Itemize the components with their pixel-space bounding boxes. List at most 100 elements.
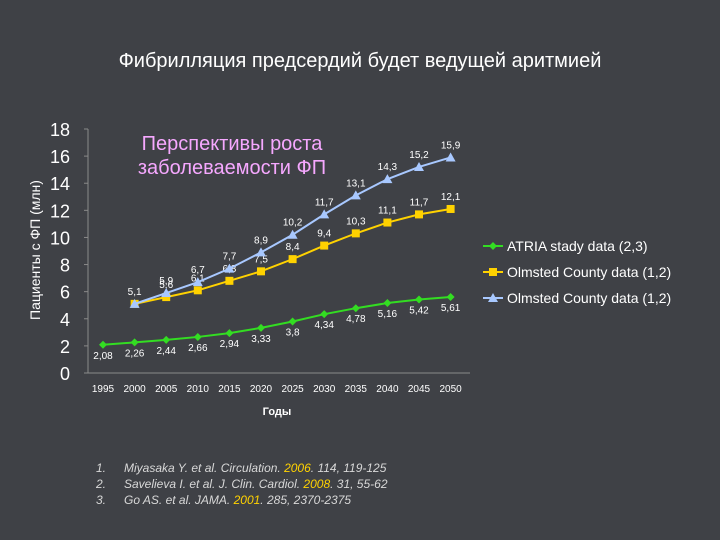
data-point [414,161,424,171]
data-point [383,218,392,227]
reference-number: 3. [96,493,107,507]
data-point [99,340,107,349]
chart-series: 2,08 2,26 2,44 2,66 2,94 3,333,84,344,78 5,16 5… [93,140,461,361]
data-label: 2,94 [220,339,240,350]
chart-legend: ATRIA stady data (2,3) Olmsted County dat… [483,238,671,306]
data-label: 5,42 [409,306,429,317]
data-point [193,332,202,341]
series-2: 5,15,66,16,87,58,49,410,311,111,712,1 [128,192,461,308]
data-point [446,204,455,213]
data-label: 13,1 [346,178,366,189]
data-label: 2,26 [125,348,145,359]
data-label: 6,7 [191,265,205,276]
data-label: 7,5 [254,254,268,265]
data-label: 11,7 [315,197,334,208]
data-point [489,268,497,276]
chart-title-line: Перспективы роста [142,133,324,155]
data-point [288,255,297,264]
slide-title: Фибрилляция предсердий будет ведущей ари… [118,50,602,72]
data-label: 7,7 [222,252,236,263]
x-tick-label: 2005 [155,384,178,395]
data-label: 5,61 [441,303,461,314]
data-point [162,293,171,302]
reference-item: 1. Miyasaka Y. et al. Circulation. 2006. … [96,460,388,476]
reference-year: 2006 [284,461,311,475]
data-label: 5,16 [378,309,398,320]
data-label: 12,1 [441,192,461,203]
legend-label: Olmsted County data (1,2) [507,290,671,306]
data-point [256,247,266,257]
data-point [489,242,497,250]
data-point [192,277,203,287]
reference-year: 2008 [303,477,331,491]
data-point [446,292,455,301]
references: 1. Miyasaka Y. et al. Circulation. 2006. … [96,460,388,508]
reference-text: . 285, 2370-2375 [260,493,352,507]
data-point [193,286,202,295]
data-label: 8,4 [286,242,300,253]
x-tick-label: 2050 [439,384,462,395]
data-point [257,323,265,332]
x-tick-label: 2020 [250,384,273,395]
legend-item: ATRIA stady data (2,3) [483,238,648,254]
legend-item: Olmsted County data (1,2) [483,290,671,306]
y-tick-label: 18 [50,120,70,140]
data-label: 15,9 [441,140,461,151]
x-tick-label: 2040 [376,384,399,395]
reference-text: Go AS. et al. JAMA. [124,493,234,507]
data-label: 3,8 [286,327,300,338]
series-1: 2,08 2,26 2,44 2,66 2,94 3,33 3,8 4,34 4,78 5,16 5… [93,292,461,362]
data-point [288,317,297,326]
chart-title-line: заболеваемости ФП [138,157,326,179]
x-tick-label: 2025 [281,384,304,395]
x-tick-label: 2035 [345,384,368,395]
data-label: 14,3 [378,162,398,173]
data-label: 9,4 [317,229,331,240]
reference-text: . 31, 55-62 [330,477,388,491]
data-label: 10,2 [283,218,303,229]
data-label: 5,6 [159,280,173,291]
series-line [102,295,451,346]
data-label: 5,9 [159,276,173,287]
data-point [488,293,498,302]
y-tick-label: 10 [50,228,70,248]
reference-number: 2. [96,477,107,491]
data-label: 10,3 [346,216,366,227]
reference-number: 1. [96,461,107,475]
y-tick-label: 8 [60,256,70,276]
chart-title: Перспективы роста заболеваемости ФП [138,133,326,179]
data-point [161,288,172,298]
data-label: 15,2 [409,150,429,161]
data-label: 5,1 [128,287,142,298]
data-label: 8,9 [254,235,268,246]
data-point [350,190,361,200]
data-point [415,295,423,304]
x-axis-label: Годы [263,406,292,418]
data-label: 11,7 [410,197,429,208]
y-tick-label: 2 [60,337,70,357]
x-tick-label: 1995 [92,384,115,395]
legend-label: Olmsted County data (1,2) [507,264,671,280]
data-point [320,310,329,319]
data-label: 4,34 [314,320,334,331]
reference-item: 3. Go AS. et al. JAMA. 2001. 285, 2370-23… [96,492,388,508]
reference-text: . 114, 119-125 [310,461,387,475]
reference-text: Miyasaka Y. et al. Circulation. [124,461,285,475]
y-tick-label: 6 [60,283,70,303]
data-point [319,209,330,219]
series-3: 5,9 6,7 7,7 8,9 10,2 11,7 13,1 14,3 15,2 15,9 [129,140,461,308]
legend-label: ATRIA stady data (2,3) [507,238,648,254]
y-tick-label: 12 [50,201,70,221]
reference-item: 2. Savelieva I. et al. J. Clin. Cardiol. … [96,476,388,492]
data-point [225,276,234,285]
reference-year: 2001 [233,493,261,507]
y-tick-label: 14 [50,174,70,194]
data-point [320,241,329,250]
data-point [383,299,392,308]
data-point [224,263,235,273]
data-point [351,304,360,313]
data-point [225,329,234,338]
y-tick-label: 0 [60,364,70,384]
data-point [351,229,360,238]
